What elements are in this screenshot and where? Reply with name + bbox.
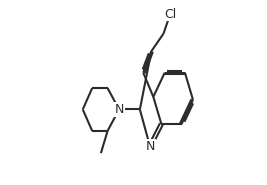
Text: Cl: Cl	[164, 8, 176, 21]
Text: N: N	[145, 140, 155, 153]
Text: N: N	[114, 103, 124, 116]
